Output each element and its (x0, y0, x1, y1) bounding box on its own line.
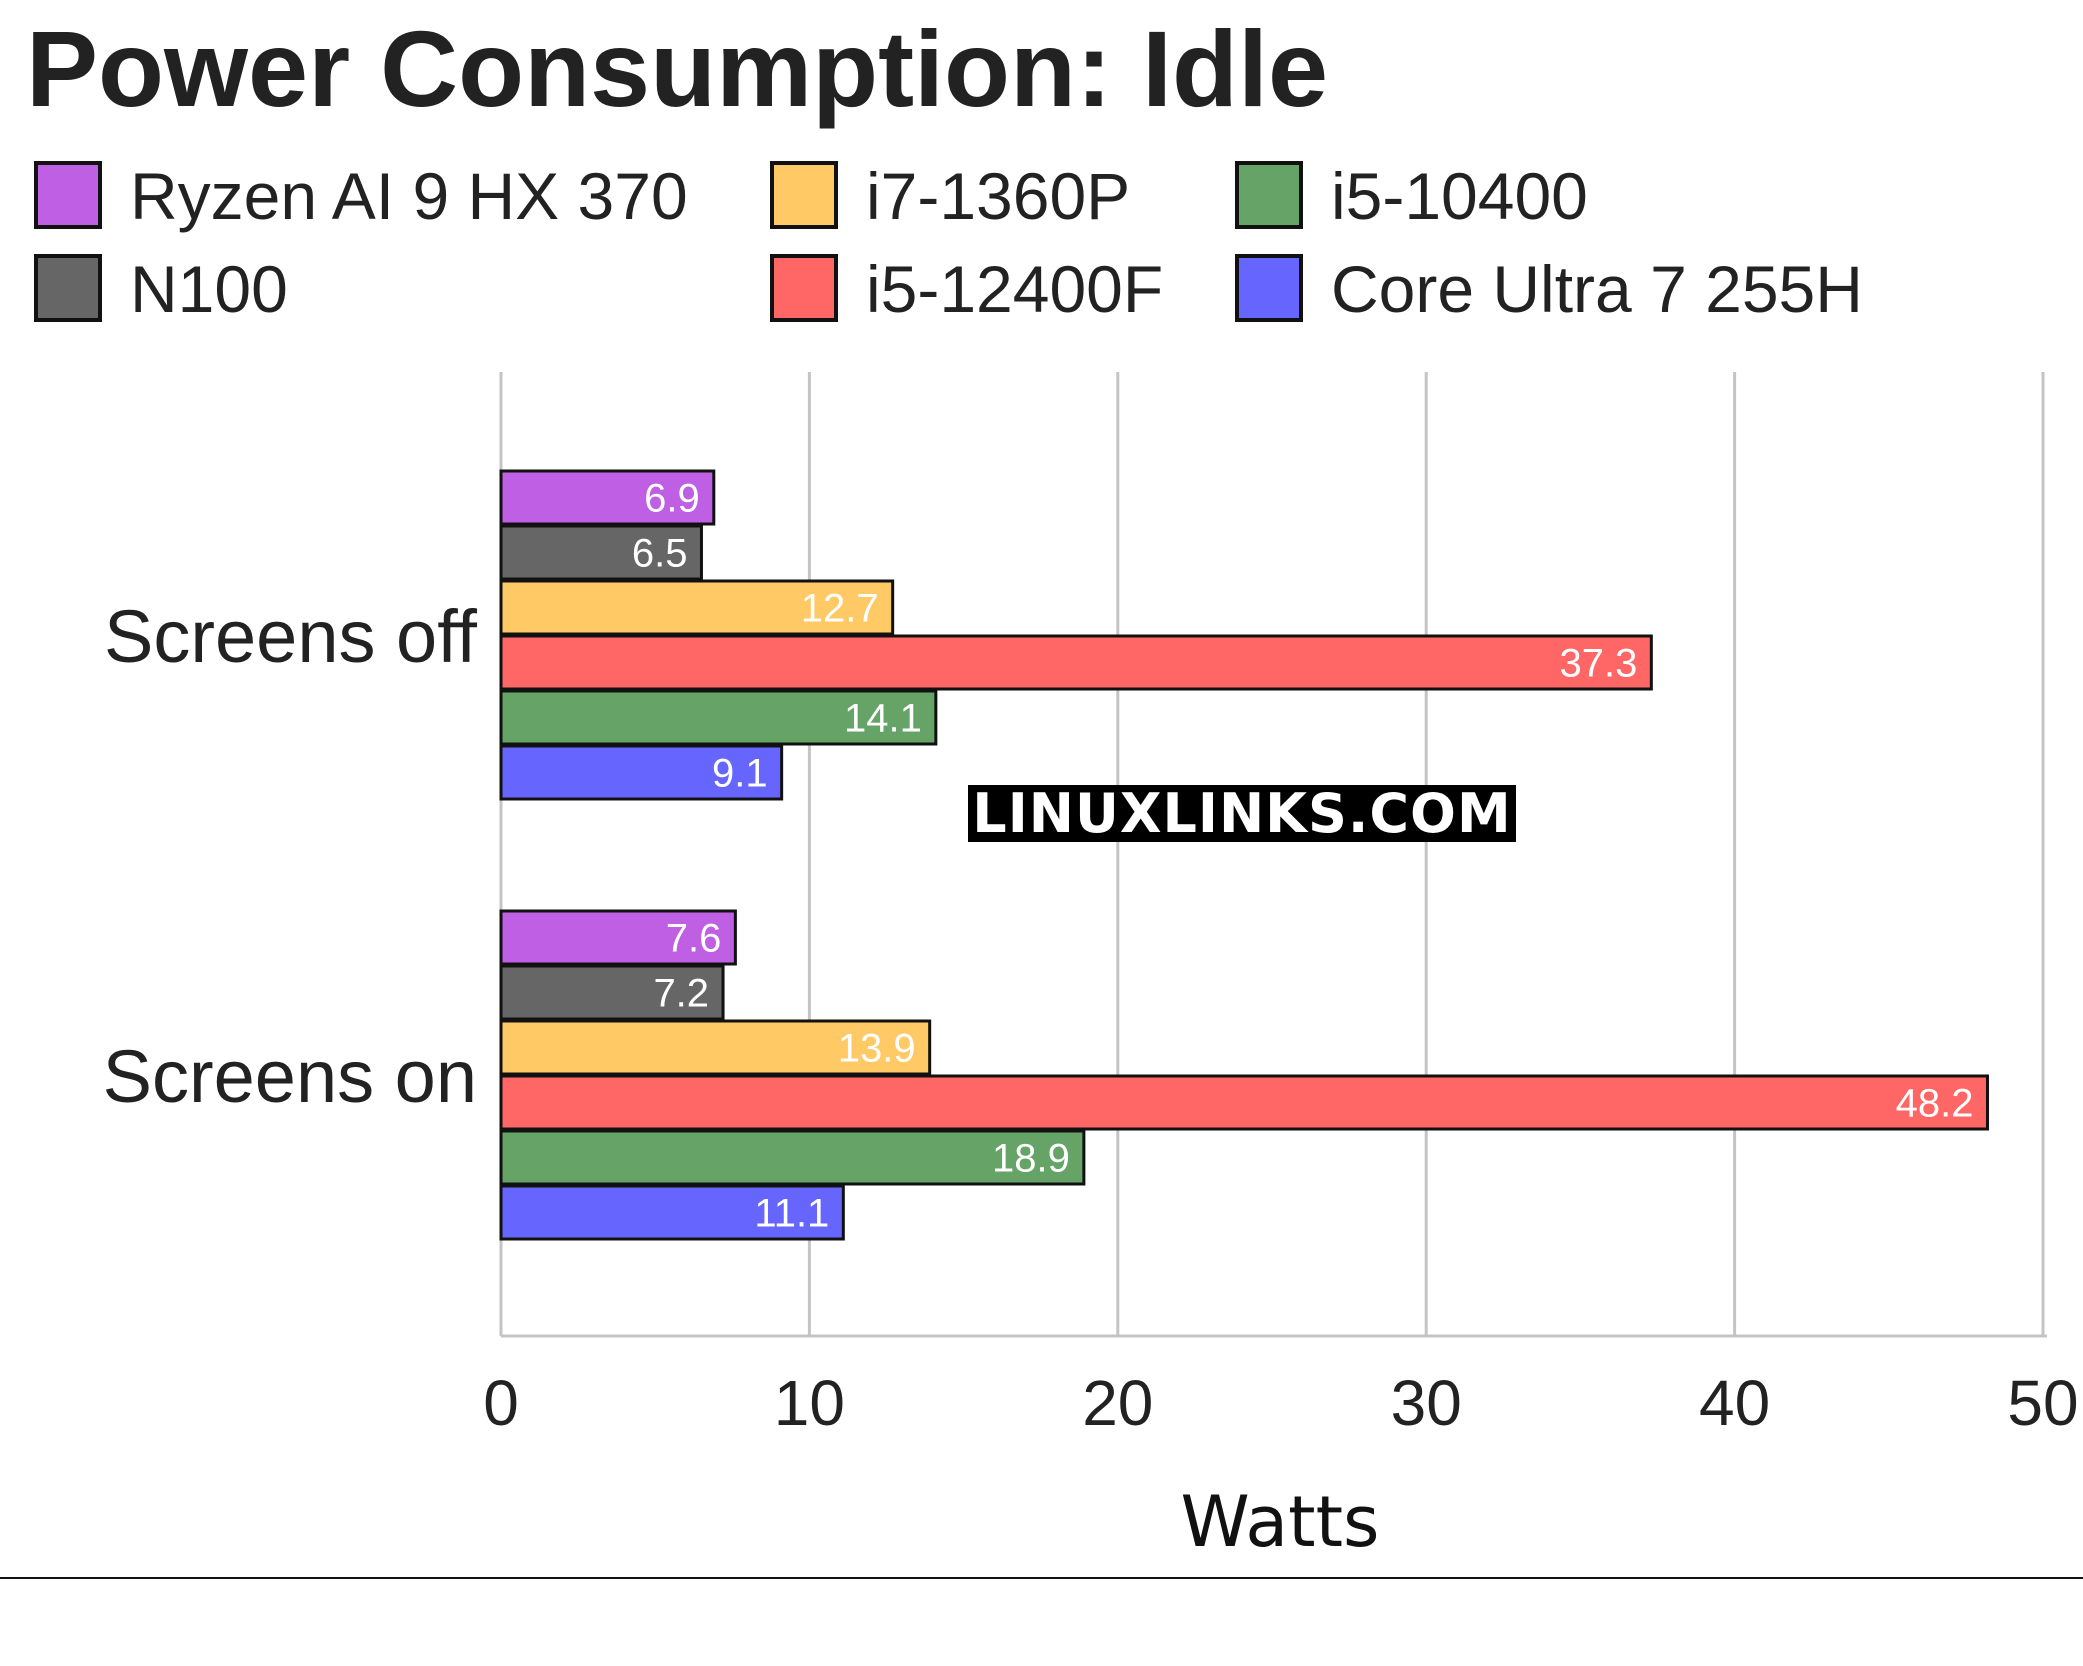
legend-label-i5-10400: i5-10400 (1331, 159, 1588, 233)
bar-screens-off-n100 (499, 524, 703, 581)
legend-label-core-ultra-7-255h: Core Ultra 7 255H (1331, 252, 1863, 326)
legend-label-i5-12400f: i5-12400F (866, 252, 1163, 326)
bar-label-screens-off-i5-12400f: 37.3 (1559, 642, 1637, 686)
bar-label-screens-on-ryzen-ai-9-hx-370: 7.6 (666, 917, 722, 961)
watermark-background (968, 785, 1516, 842)
legend-label-i7-1360p: i7-1360P (866, 159, 1130, 233)
gridlines (499, 372, 2047, 1338)
chart-title: Power Consumption: Idle (26, 8, 1328, 129)
bar-screens-off-i5-10400 (499, 689, 938, 746)
x-tick-labels: 0 10 20 30 40 50 (483, 1367, 2078, 1439)
bar-label-screens-on-i7-1360p: 13.9 (838, 1027, 916, 1071)
x-tick-label-50: 50 (2007, 1367, 2078, 1439)
bar-label-screens-on-i5-12400f: 48.2 (1896, 1082, 1974, 1126)
bar-screens-on-i7-1360p (499, 1019, 932, 1076)
x-tick-label-10: 10 (774, 1367, 845, 1439)
bar-label-screens-on-n100: 7.2 (653, 972, 709, 1016)
bars (499, 469, 1989, 1241)
bar-screens-on-n100 (499, 964, 725, 1021)
category-labels: Screens off Screens on (103, 595, 478, 1118)
legend-swatch-i5-10400 (1235, 161, 1303, 229)
bar-screens-on-core-ultra-7-255h (499, 1184, 845, 1241)
bar-label-screens-on-i5-10400: 18.9 (992, 1137, 1070, 1181)
legend-swatch-core-ultra-7-255h (1235, 254, 1303, 322)
bar-label-screens-off-core-ultra-7-255h: 9.1 (712, 752, 768, 796)
bar-value-labels: 6.9 6.5 12.7 37.3 14.1 9.1 7.6 7.2 13.9 48.2 18.9 1… (632, 477, 1974, 1236)
x-tick-label-40: 40 (1699, 1367, 1770, 1439)
x-axis-title: Watts (1181, 1481, 1380, 1563)
x-tick-label-20: 20 (1082, 1367, 1153, 1439)
legend: Ryzen AI 9 HX 370 i7-1360P i5-10400 N100 i5-… (34, 159, 1863, 326)
bar-screens-on-i5-12400f (499, 1074, 1989, 1131)
bar-screens-off-i7-1360p (499, 579, 895, 636)
legend-swatch-n100 (34, 254, 102, 322)
legend-swatch-ryzen-ai-9-hx-370 (34, 161, 102, 229)
bar-label-screens-on-core-ultra-7-255h: 11.1 (754, 1192, 829, 1236)
x-tick-label-0: 0 (483, 1367, 519, 1439)
bar-label-screens-off-n100: 6.5 (632, 532, 688, 576)
bar-screens-on-i5-10400 (499, 1129, 1086, 1186)
watermark: LINUXLINKS.COM (968, 782, 1516, 845)
category-label-screens-off: Screens off (104, 595, 477, 678)
legend-label-ryzen-ai-9-hx-370: Ryzen AI 9 HX 370 (130, 159, 688, 233)
x-tick-label-30: 30 (1391, 1367, 1462, 1439)
bar-screens-on-ryzen-ai-9-hx-370 (499, 909, 737, 966)
bar-label-screens-off-i5-10400: 14.1 (844, 697, 922, 741)
category-label-screens-on: Screens on (103, 1035, 477, 1118)
watermark-text: LINUXLINKS.COM (972, 782, 1511, 845)
bar-label-screens-off-i7-1360p: 12.7 (801, 587, 879, 631)
legend-swatch-i5-12400f (770, 254, 838, 322)
bar-label-screens-off-ryzen-ai-9-hx-370: 6.9 (644, 477, 700, 521)
bar-screens-off-i5-12400f (499, 634, 1653, 691)
bar-screens-off-ryzen-ai-9-hx-370 (499, 469, 716, 526)
bar-screens-off-core-ultra-7-255h (499, 744, 784, 801)
legend-label-n100: N100 (130, 252, 288, 326)
legend-swatch-i7-1360p (770, 161, 838, 229)
